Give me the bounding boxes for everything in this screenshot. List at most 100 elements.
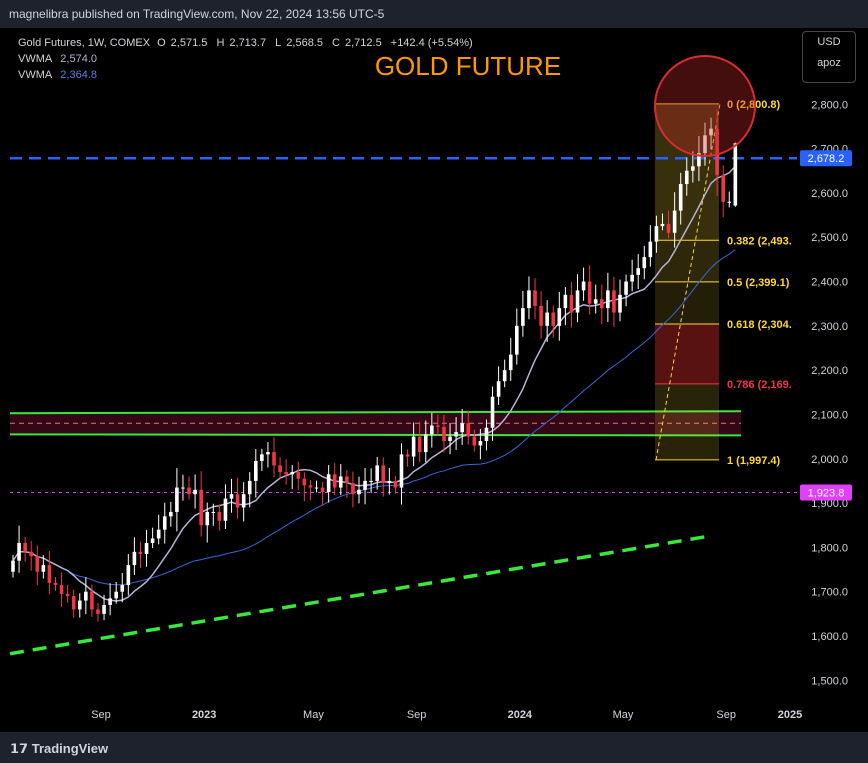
candle-body bbox=[684, 170, 689, 185]
candle-body bbox=[587, 281, 592, 304]
candle-body bbox=[375, 465, 379, 481]
candle-body bbox=[393, 480, 398, 488]
candle bbox=[41, 555, 46, 579]
candle bbox=[533, 278, 537, 320]
price-tag-box-0 bbox=[800, 150, 852, 167]
candle bbox=[229, 478, 234, 513]
candle-body bbox=[338, 476, 343, 488]
candle-body bbox=[138, 551, 143, 555]
candle bbox=[587, 265, 592, 315]
candle-body bbox=[114, 591, 118, 599]
candle bbox=[150, 527, 155, 549]
candle bbox=[59, 572, 64, 607]
open-label: O bbox=[157, 37, 166, 49]
candle-body bbox=[229, 494, 234, 499]
candle bbox=[65, 584, 70, 603]
candle bbox=[648, 225, 653, 267]
candle bbox=[727, 191, 732, 208]
candle bbox=[405, 449, 410, 467]
candle bbox=[454, 416, 458, 450]
support-zone-bottom-line bbox=[9, 433, 742, 437]
tradingview-brand: TradingView bbox=[31, 741, 109, 756]
candle bbox=[393, 475, 398, 494]
candle-body bbox=[296, 472, 301, 479]
candle-body bbox=[308, 485, 313, 488]
chart-frame[interactable] bbox=[0, 28, 868, 732]
top-highlight-circle bbox=[654, 55, 756, 157]
candle-body bbox=[53, 582, 58, 586]
candle-body bbox=[666, 223, 671, 233]
candle-body bbox=[47, 565, 52, 583]
candle-body bbox=[515, 325, 519, 355]
y-tick-label: 2,800.0 bbox=[811, 99, 848, 111]
y-tick-label: 1,600.0 bbox=[811, 631, 848, 643]
candle bbox=[442, 415, 446, 453]
top-bar: magnelibra published on TradingView.com,… bbox=[0, 0, 868, 28]
y-tick-label: 1,700.0 bbox=[811, 587, 848, 599]
candle-body bbox=[484, 427, 489, 442]
candle bbox=[691, 151, 695, 183]
candle-body bbox=[387, 480, 392, 484]
candle bbox=[302, 472, 307, 502]
fib-level-label-4: 0.786 (2,169. bbox=[727, 379, 792, 391]
candle bbox=[569, 281, 574, 328]
change-value: +142.4 (+5.54%) bbox=[390, 37, 473, 49]
legend-main-row: Gold Futures, 1W, COMEX O 2,571.5 H 2,713.… bbox=[18, 35, 479, 51]
candle bbox=[557, 291, 562, 341]
candle-body bbox=[351, 483, 355, 495]
publisher-attribution: magnelibra published on TradingView.com,… bbox=[9, 7, 385, 21]
candle bbox=[539, 291, 543, 339]
candle-body bbox=[357, 489, 361, 495]
candle-body bbox=[23, 542, 27, 552]
vwma-slow-value: 2,364.8 bbox=[60, 69, 97, 81]
candle bbox=[351, 471, 355, 508]
candle bbox=[630, 259, 634, 292]
candle bbox=[138, 541, 143, 568]
candle bbox=[545, 300, 549, 342]
candle-body bbox=[715, 128, 719, 176]
fib-level-label-2: 0.5 (2,399.1) bbox=[727, 277, 790, 289]
candle bbox=[660, 213, 665, 231]
currency-scale-button[interactable]: USD apoz bbox=[802, 31, 856, 83]
candle-body bbox=[302, 478, 307, 486]
candle bbox=[466, 410, 471, 445]
candle bbox=[35, 545, 40, 586]
tradingview-logo[interactable]: 𝟭𝟳 TradingView bbox=[10, 741, 108, 757]
candle-body bbox=[678, 184, 683, 211]
candle bbox=[563, 287, 568, 326]
candle-body bbox=[84, 591, 88, 601]
price-tag-label-1: 1,923.8 bbox=[808, 488, 845, 500]
candle bbox=[369, 468, 373, 494]
candle bbox=[205, 502, 210, 543]
candle bbox=[733, 142, 738, 207]
fib-band-4 bbox=[655, 383, 719, 460]
candle bbox=[175, 468, 179, 532]
candle bbox=[193, 474, 197, 509]
candle-body bbox=[132, 551, 137, 566]
candle-body bbox=[175, 487, 179, 512]
candle bbox=[411, 422, 416, 467]
candle-body bbox=[411, 436, 416, 457]
candle-body bbox=[581, 281, 586, 291]
y-tick-label: 2,400.0 bbox=[811, 277, 848, 289]
candle-body bbox=[624, 281, 628, 295]
candle bbox=[84, 577, 88, 615]
low-label: L bbox=[275, 37, 282, 49]
candle-body bbox=[345, 476, 349, 484]
candle-body bbox=[606, 290, 610, 309]
candle-body bbox=[211, 511, 216, 513]
candle-body bbox=[126, 565, 131, 586]
candle bbox=[187, 476, 191, 500]
candle bbox=[156, 514, 161, 545]
candle-body bbox=[35, 556, 40, 572]
fib-level-label-5: 1 (1,997.4) bbox=[727, 455, 781, 467]
candle-body bbox=[436, 425, 440, 427]
candle bbox=[430, 412, 434, 448]
candle bbox=[618, 279, 622, 322]
candle bbox=[703, 122, 707, 166]
candle bbox=[606, 272, 610, 322]
candle-body bbox=[399, 454, 404, 488]
y-tick-label: 1,900.0 bbox=[811, 498, 848, 510]
candle bbox=[363, 467, 367, 505]
